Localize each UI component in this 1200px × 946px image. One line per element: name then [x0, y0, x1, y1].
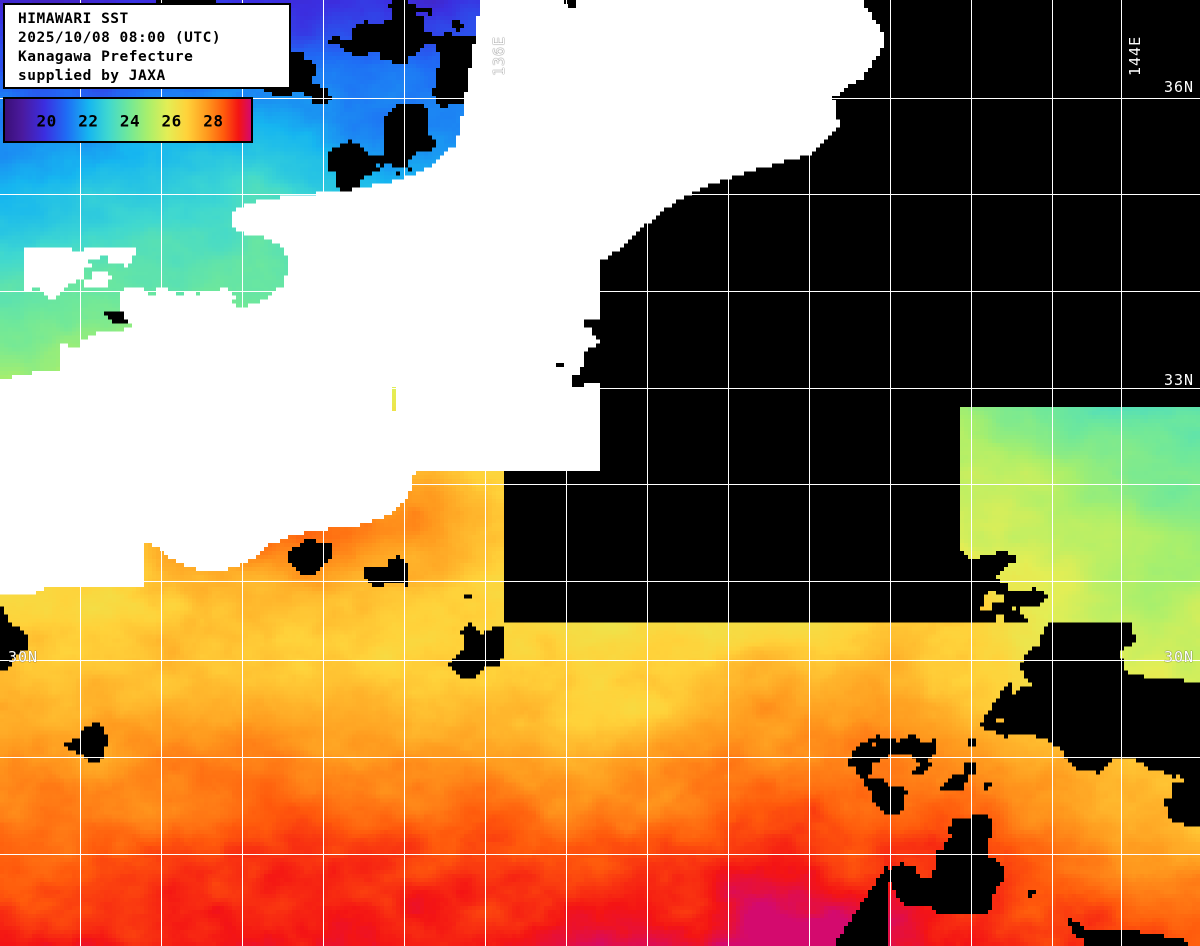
product-credit: supplied by JAXA [18, 68, 166, 84]
product-datetime: 2025/10/08 08:00 (UTC) [18, 30, 222, 46]
product-title: HIMAWARI SST [18, 11, 129, 27]
colorbar-tick-24: 24 [119, 111, 141, 131]
product-region: Kanagawa Prefecture [18, 49, 194, 65]
sst-colorbar: 20 22 24 26 28 [3, 97, 253, 143]
colorbar-tick-20: 20 [36, 111, 57, 131]
colorbar-tick-28: 28 [203, 111, 224, 131]
colorbar-gradient [5, 99, 251, 141]
colorbar-tick-26: 26 [161, 111, 182, 131]
title-legend-box: HIMAWARI SST 2025/10/08 08:00 (UTC) Kana… [3, 3, 291, 89]
colorbar-tick-22: 22 [78, 111, 99, 131]
